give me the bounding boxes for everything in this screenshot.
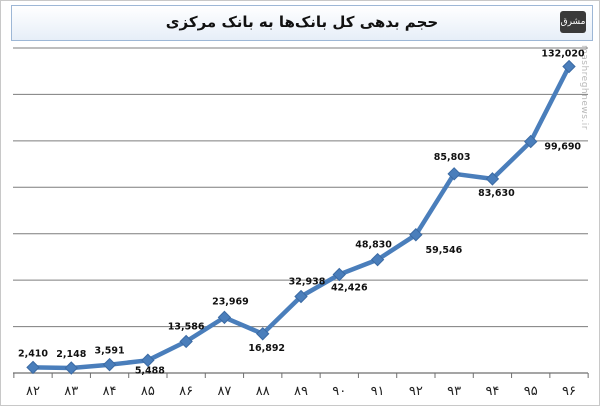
data-label: 48,830 xyxy=(355,240,392,251)
x-tick-label: ۹۴ xyxy=(485,384,499,399)
data-label: 59,546 xyxy=(426,245,463,256)
x-tick-label: ۸۸ xyxy=(256,384,270,399)
data-point-marker xyxy=(294,289,308,304)
x-tick-label: ۸۹ xyxy=(294,384,308,399)
data-label: 32,938 xyxy=(289,277,326,288)
data-label: 23,969 xyxy=(212,296,249,307)
watermark-text: mashreghnews.ir xyxy=(579,45,589,130)
data-label: 2,410 xyxy=(18,348,48,359)
data-label: 42,426 xyxy=(331,283,368,294)
data-point-marker xyxy=(485,172,500,186)
x-tick-label: ۸۲ xyxy=(26,384,40,399)
x-tick-label: ۹۵ xyxy=(524,384,538,399)
x-tick-label: ۸۷ xyxy=(217,384,231,399)
x-tick-label: ۸۳ xyxy=(64,384,78,399)
data-label: 132,020 xyxy=(541,49,585,60)
data-point-marker xyxy=(332,267,346,282)
data-point-marker xyxy=(217,310,232,325)
chart-title: حجم بدهی کل بانک‌ها به بانک مرکزی xyxy=(165,13,439,31)
data-point-marker xyxy=(141,353,155,367)
x-tick-label: ۸۴ xyxy=(103,384,117,399)
x-tick-label: ۸۶ xyxy=(179,384,193,399)
data-point-marker xyxy=(409,228,423,242)
x-tick-labels: ۸۲ ۸۳ ۸۴ ۸۵ ۸۶ ۸۷ ۸۸ ۸۹ ۹۰ ۹۱ ۹۲ ۹۳ ۹۴ ۹۵ ۹۶ xyxy=(26,384,576,399)
gridlines xyxy=(13,47,588,374)
data-point-marker xyxy=(524,134,538,149)
x-tick-label: ۹۱ xyxy=(371,384,385,399)
x-tick-label: ۹۶ xyxy=(562,384,576,399)
chart-title-box: حجم بدهی کل بانک‌ها به بانک مرکزی مشرق xyxy=(11,5,593,41)
data-label: 16,892 xyxy=(248,343,285,354)
brand-logo: مشرق xyxy=(560,11,586,33)
data-label: 13,586 xyxy=(168,321,205,332)
data-point-marker xyxy=(102,357,117,372)
x-tick-label: ۹۲ xyxy=(409,384,423,399)
data-point-marker xyxy=(447,167,461,181)
data-label: 83,630 xyxy=(478,188,515,199)
series-line xyxy=(32,65,572,371)
data-point-marker xyxy=(370,252,385,267)
data-label: 99,690 xyxy=(544,142,581,153)
data-label: 85,803 xyxy=(434,152,471,163)
x-axis xyxy=(13,373,589,378)
data-point-marker xyxy=(179,334,193,349)
data-label: 2,148 xyxy=(56,349,86,360)
data-point-marker xyxy=(256,327,270,341)
data-label: 5,488 xyxy=(135,365,165,376)
x-tick-label: ۹۳ xyxy=(447,384,461,399)
x-tick-label: ۸۵ xyxy=(141,384,155,399)
data-point-marker xyxy=(562,59,576,74)
markers xyxy=(26,59,576,375)
data-labels: 2,410 2,148 3,591 5,488 13,586 23,969 16,892 32… xyxy=(18,49,585,377)
data-point-marker xyxy=(64,361,78,375)
x-tick-label: ۹۰ xyxy=(332,384,346,399)
data-label: 3,591 xyxy=(95,346,125,357)
data-point-marker xyxy=(26,360,40,375)
